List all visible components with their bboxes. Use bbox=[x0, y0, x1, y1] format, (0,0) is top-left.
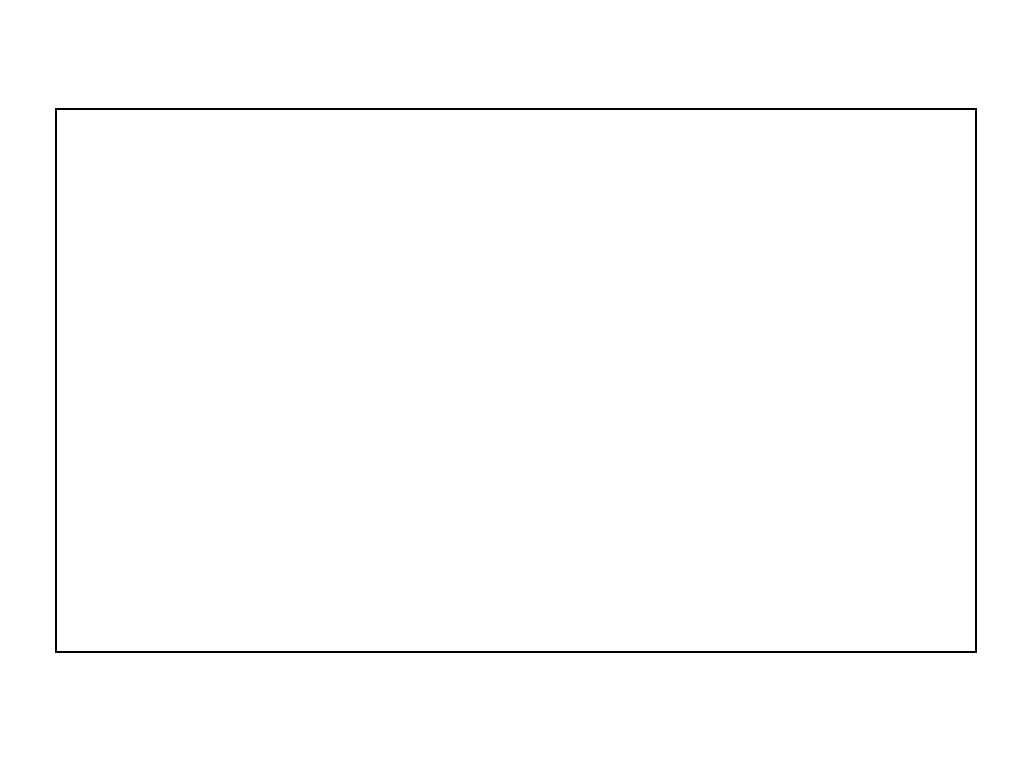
map-frame-border bbox=[55, 108, 977, 653]
colorbar bbox=[186, 731, 826, 765]
map-panel bbox=[55, 108, 977, 653]
frontogenesis-shading-layer bbox=[55, 108, 977, 653]
